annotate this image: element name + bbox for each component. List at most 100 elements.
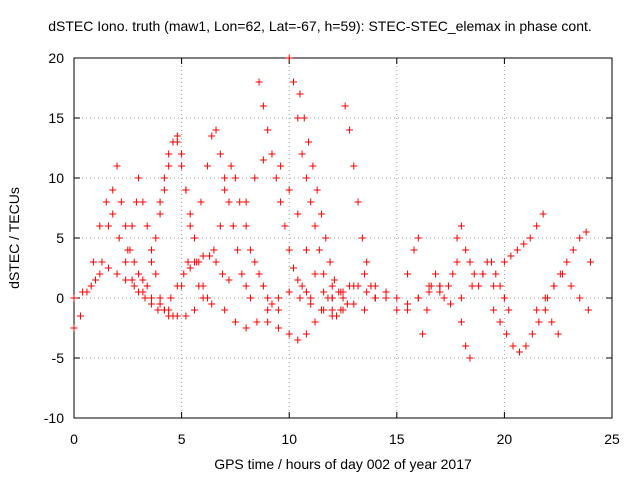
data-point	[141, 294, 149, 302]
data-point	[225, 276, 233, 284]
data-point	[584, 306, 592, 314]
x-tick-label: 20	[497, 431, 513, 447]
x-tick-label: 0	[70, 431, 78, 447]
data-point	[496, 318, 504, 326]
data-point	[296, 294, 304, 302]
data-point	[274, 324, 282, 332]
data-point	[320, 306, 328, 314]
data-point	[259, 102, 267, 110]
data-point	[294, 336, 302, 344]
data-series	[296, 90, 351, 308]
data-point	[339, 288, 347, 296]
data-point	[302, 330, 310, 338]
data-point	[427, 282, 435, 290]
data-point	[264, 294, 272, 302]
data-point	[274, 294, 282, 302]
data-point	[128, 222, 136, 230]
data-point	[436, 282, 444, 290]
data-point	[457, 222, 465, 230]
data-point	[479, 270, 487, 278]
data-point	[79, 288, 87, 296]
data-point	[470, 270, 478, 278]
data-point	[268, 150, 276, 158]
y-tick-label: -5	[52, 350, 65, 366]
data-point	[197, 198, 205, 206]
data-point	[500, 294, 508, 302]
data-point	[231, 174, 239, 182]
data-point	[253, 318, 261, 326]
data-point	[259, 282, 267, 290]
data-point	[147, 258, 155, 266]
data-point	[285, 330, 293, 338]
data-point	[350, 300, 358, 308]
data-series	[178, 126, 254, 302]
data-point	[109, 210, 117, 218]
data-point	[178, 162, 186, 170]
data-point	[259, 156, 267, 164]
data-point	[550, 282, 558, 290]
data-series	[453, 222, 513, 314]
data-series	[490, 306, 562, 356]
data-point	[117, 198, 125, 206]
data-point	[160, 174, 168, 182]
data-point	[274, 306, 282, 314]
data-series	[255, 78, 315, 302]
data-point	[184, 258, 192, 266]
data-point	[212, 258, 220, 266]
data-point	[115, 234, 123, 242]
data-point	[339, 294, 347, 302]
data-point	[195, 258, 203, 266]
data-point	[296, 90, 304, 98]
data-point	[320, 288, 328, 296]
data-point	[242, 282, 250, 290]
data-point	[533, 222, 541, 230]
data-point	[169, 312, 177, 320]
data-point	[130, 282, 138, 290]
data-point	[96, 270, 104, 278]
data-point	[307, 294, 315, 302]
data-point	[320, 270, 328, 278]
data-point	[229, 222, 237, 230]
data-point	[70, 324, 78, 332]
data-point	[576, 234, 584, 242]
data-point	[173, 138, 181, 146]
data-series	[156, 138, 216, 308]
data-point	[143, 282, 151, 290]
data-point	[139, 198, 147, 206]
data-point	[156, 300, 164, 308]
data-point	[294, 114, 302, 122]
x-axis-label: GPS time / hours of day 002 of year 2017	[214, 456, 472, 472]
data-point	[453, 258, 461, 266]
data-point	[462, 342, 470, 350]
data-point	[199, 282, 207, 290]
data-point	[567, 282, 575, 290]
axis-ticks: 0 5 10 15 20 25 -10 -5 0 5 10 15 20	[44, 50, 620, 447]
data-point	[404, 306, 412, 314]
data-point	[440, 294, 448, 302]
data-point	[251, 174, 259, 182]
data-point	[313, 186, 321, 194]
data-point	[466, 354, 474, 362]
data-point	[290, 264, 298, 272]
data-series	[361, 270, 508, 314]
data-point	[264, 306, 272, 314]
data-series	[92, 162, 151, 290]
data-point	[182, 312, 190, 320]
data-point	[326, 258, 334, 266]
data-point	[268, 300, 276, 308]
data-point	[457, 318, 465, 326]
data-point	[563, 258, 571, 266]
data-point	[496, 282, 504, 290]
data-series	[210, 162, 282, 314]
y-tick-label: 15	[48, 110, 64, 126]
data-point	[132, 198, 140, 206]
data-point	[414, 234, 422, 242]
data-point	[173, 132, 181, 140]
data-point	[490, 282, 498, 290]
data-point	[122, 258, 130, 266]
data-point	[182, 186, 190, 194]
data-point	[507, 252, 515, 260]
data-point	[513, 246, 521, 254]
data-point	[186, 264, 194, 272]
